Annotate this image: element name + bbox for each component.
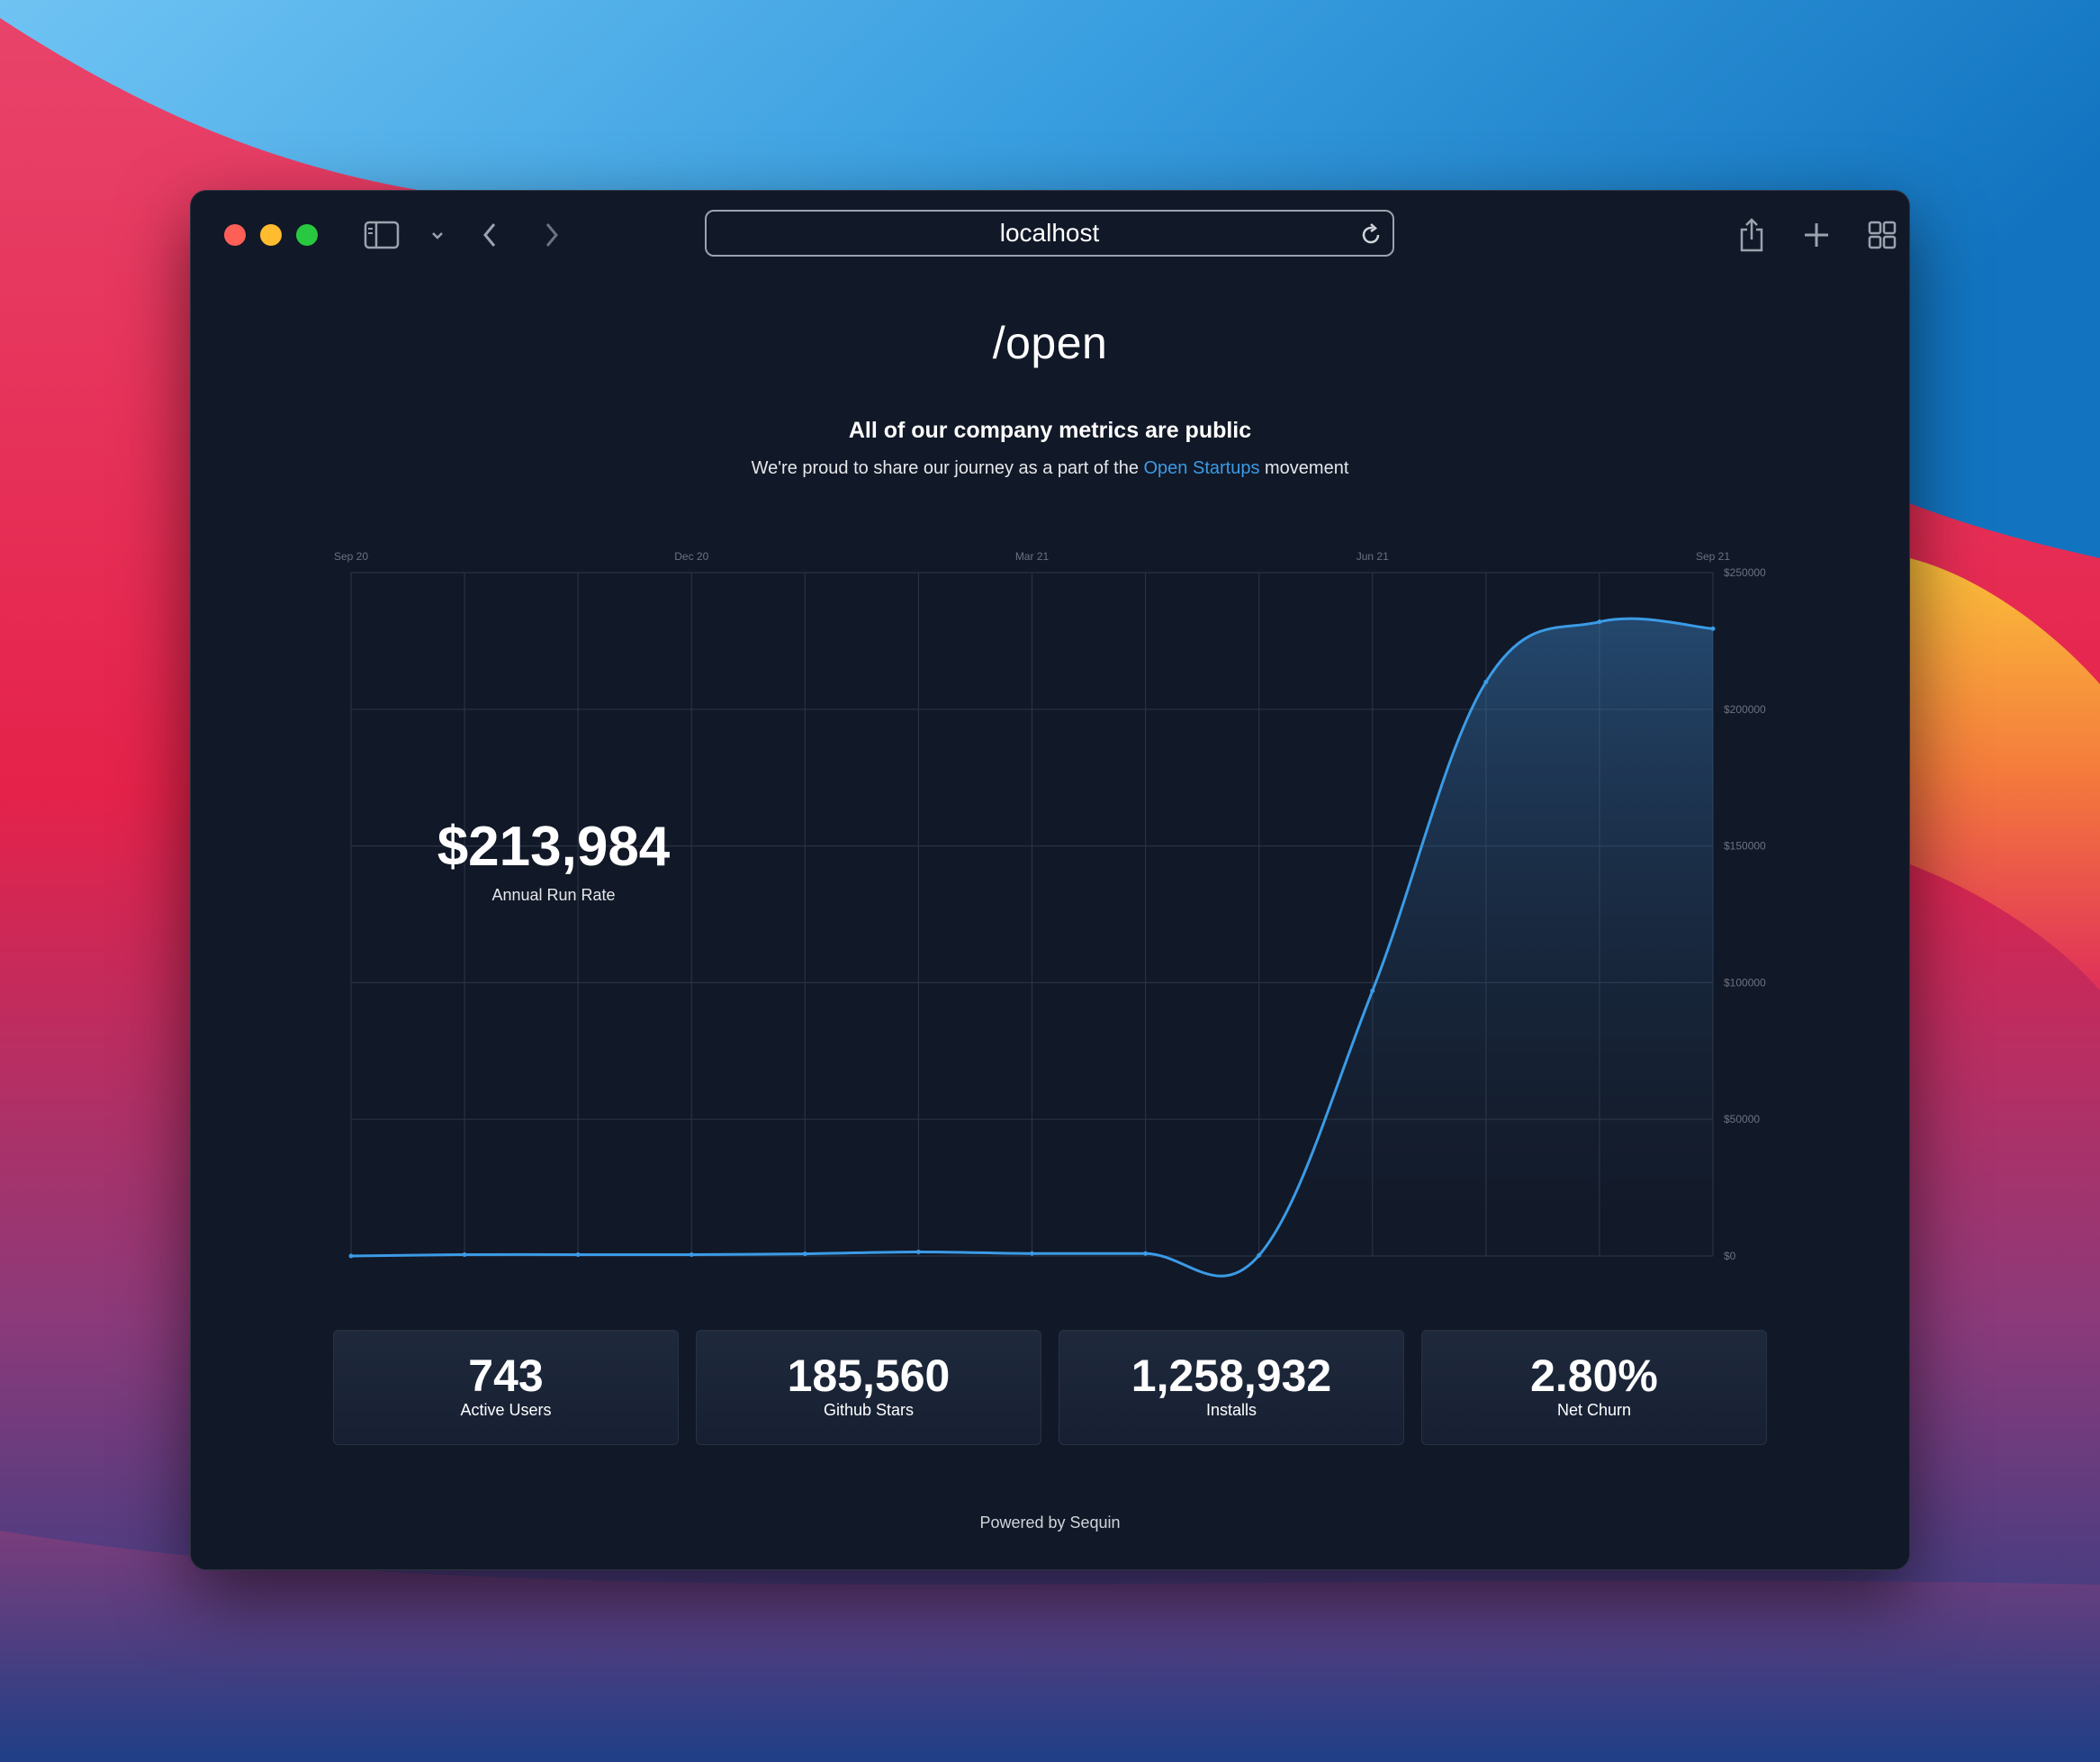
chart-data-point [1143, 1251, 1149, 1256]
reload-icon[interactable] [1358, 222, 1383, 248]
address-text: localhost [999, 219, 1100, 247]
stat-card-github-stars: 185,560 Github Stars [696, 1330, 1041, 1445]
y-tick-label: $150000 [1724, 840, 1766, 853]
run-rate-chart: Sep 20 Dec 20 Mar 21 Jun 21 Sep 21 $250000 $20… [334, 550, 1766, 1278]
annual-run-rate: $213,984 Annual Run Rate [392, 815, 716, 905]
chart-data-point [1483, 679, 1489, 684]
x-tick-label: Mar 21 [1015, 550, 1050, 563]
browser-toolbar: localhost [190, 190, 1910, 280]
chart-data-point [915, 1249, 921, 1254]
chart-data-point [1597, 619, 1602, 625]
tab-overview-icon[interactable] [1864, 217, 1900, 253]
stat-label: Installs [1205, 1401, 1257, 1419]
open-startups-link[interactable]: Open Startups [1143, 458, 1260, 478]
y-tick-label: $250000 [1724, 566, 1766, 579]
share-icon[interactable] [1734, 217, 1770, 253]
stat-card-net-churn: 2.80% Net Churn [1421, 1330, 1767, 1445]
chevron-down-icon[interactable] [419, 217, 455, 253]
x-tick-label: Sep 20 [334, 550, 368, 563]
brand-title: /open [992, 318, 1108, 368]
chart-data-point [689, 1251, 694, 1257]
sidebar-toggle-icon[interactable] [364, 217, 400, 253]
x-tick-label: Jun 21 [1356, 550, 1389, 563]
chart-data-point [575, 1251, 581, 1257]
close-window-button[interactable] [224, 224, 246, 246]
x-tick-label: Sep 21 [1696, 550, 1730, 563]
chart-data-point [1710, 626, 1716, 631]
y-tick-label: $50000 [1724, 1113, 1760, 1125]
chart-data-point [1370, 989, 1375, 994]
stat-value: 185,560 [787, 1351, 951, 1401]
page-heading: All of our company metrics are public [848, 418, 1252, 443]
new-tab-icon[interactable] [1798, 217, 1834, 253]
chart-data-point [1030, 1251, 1034, 1256]
page-viewport: /open All of our company metrics are pub… [190, 190, 1910, 1570]
footer-powered-by: Powered by Sequin [979, 1514, 1121, 1532]
stat-value: 743 [468, 1351, 544, 1401]
stat-card-installs: 1,258,932 Installs [1059, 1330, 1404, 1445]
address-bar[interactable]: localhost [705, 210, 1394, 257]
back-icon[interactable] [472, 217, 508, 253]
stat-label: Net Churn [1556, 1401, 1632, 1419]
chart-data-point [802, 1251, 807, 1257]
x-tick-label: Dec 20 [674, 550, 708, 563]
minimize-window-button[interactable] [260, 224, 282, 246]
stat-label: Github Stars [823, 1401, 915, 1419]
forward-icon[interactable] [534, 217, 570, 253]
chart-data-point [1257, 1252, 1262, 1258]
zoom-window-button[interactable] [296, 224, 318, 246]
page-content: /open All of our company metrics are pub… [190, 190, 1910, 1570]
y-tick-label: $0 [1724, 1250, 1736, 1262]
annual-run-rate-value: $213,984 [437, 816, 671, 878]
subheading-suffix: movement [1259, 458, 1349, 478]
chart-data-point [462, 1251, 467, 1257]
y-tick-label: $200000 [1724, 703, 1766, 716]
stat-value: 2.80% [1530, 1351, 1658, 1401]
chart-data-point [348, 1253, 354, 1259]
stat-card-active-users: 743 Active Users [333, 1330, 679, 1445]
stat-label: Active Users [460, 1401, 552, 1419]
page-subheading: We're proud to share our journey as a pa… [190, 458, 1910, 479]
stat-value: 1,258,932 [1131, 1351, 1332, 1401]
y-tick-label: $100000 [1724, 976, 1766, 989]
annual-run-rate-label: Annual Run Rate [491, 886, 616, 904]
subheading-prefix: We're proud to share our journey as a pa… [751, 458, 1144, 478]
chart-area-fill [351, 619, 1713, 1277]
